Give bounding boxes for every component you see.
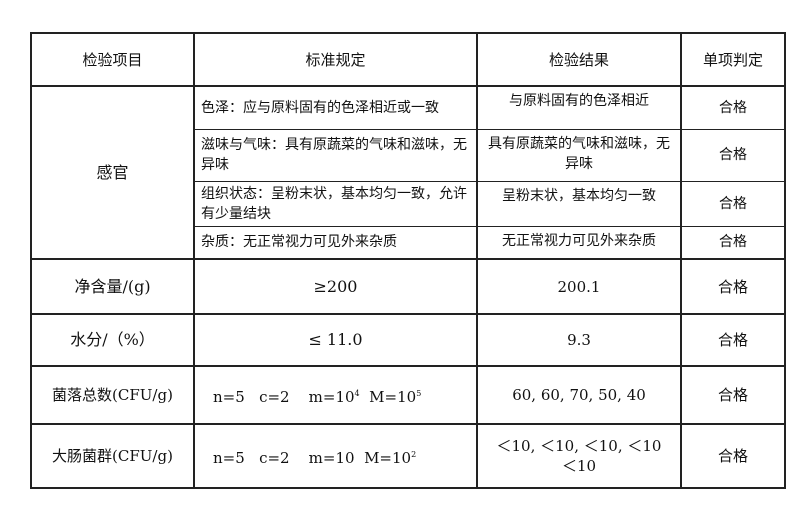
item-cell: 净含量/(g)	[30, 258, 195, 315]
standard-text: M=10	[359, 387, 417, 406]
result-cell: ＜10, ＜10, ＜10, ＜10 ＜10	[476, 423, 682, 489]
standard-cell: 杂质：无正常视力可见外来杂质	[193, 225, 478, 260]
result-cell: 60, 60, 70, 50, 40	[476, 365, 682, 425]
net-content-row: 净含量/(g) ≥200 200.1 合格	[30, 258, 786, 315]
header-standard: 标准规定	[193, 32, 478, 87]
standard-cell: 滋味与气味：具有原蔬菜的气味和滋味，无异味	[193, 128, 478, 182]
header-result: 检验结果	[476, 32, 682, 87]
standard-cell: n=5 c=2 m=104 M=105	[193, 365, 478, 425]
result-cell: 无正常视力可见外来杂质	[476, 225, 682, 260]
standard-text: n=5 c=2 m=10 M=10	[213, 448, 412, 467]
header-item: 检验项目	[30, 32, 195, 87]
exponent: 5	[416, 388, 422, 398]
judgement-cell: 合格	[680, 365, 786, 425]
judgement-cell: 合格	[680, 313, 786, 367]
judgement-cell: 合格	[680, 85, 786, 130]
standard-cell: ≥200	[193, 258, 478, 315]
standard-cell: n=5 c=2 m=10 M=102	[193, 423, 478, 489]
standard-cell: 色泽：应与原料固有的色泽相近或一致	[193, 85, 478, 130]
table-row: 感官 色泽：应与原料固有的色泽相近或一致 与原料固有的色泽相近 合格	[30, 85, 786, 260]
result-cell: 与原料固有的色泽相近	[476, 85, 682, 130]
item-cell: 菌落总数(CFU/g)	[30, 365, 195, 425]
judgement-cell: 合格	[680, 180, 786, 227]
header-row: 检验项目 标准规定 检验结果 单项判定	[30, 32, 786, 87]
standard-cell: 组织状态：呈粉末状，基本均匀一致，允许有少量结块	[193, 180, 478, 227]
standard-cell: ≤ 11.0	[193, 313, 478, 367]
table-row: 滋味与气味：具有原蔬菜的气味和滋味，无异味 具有原蔬菜的气味和滋味，无异味 合格	[31, 128, 786, 182]
judgement-cell: 合格	[680, 258, 786, 315]
result-cell: 呈粉末状，基本均匀一致	[476, 180, 682, 227]
moisture-row: 水分/（%） ≤ 11.0 9.3 合格	[30, 313, 786, 367]
judgement-cell: 合格	[680, 128, 786, 182]
result-cell: 具有原蔬菜的气味和滋味，无异味	[476, 128, 682, 182]
table-row: 杂质：无正常视力可见外来杂质 无正常视力可见外来杂质 合格	[31, 225, 786, 260]
item-cell: 大肠菌群(CFU/g)	[30, 423, 195, 489]
colony-count-row: 菌落总数(CFU/g) n=5 c=2 m=104 M=105 60, 60, …	[30, 365, 786, 425]
item-cell: 水分/（%）	[30, 313, 195, 367]
standard-text: n=5 c=2 m=10	[213, 387, 355, 406]
sensory-label: 感官	[30, 85, 195, 260]
inspection-table: 检验项目 标准规定 检验结果 单项判定 感官 色泽：应与原料固有的色泽相近或一致…	[30, 32, 786, 489]
exponent: 2	[411, 449, 417, 459]
table-row: 组织状态：呈粉末状，基本均匀一致，允许有少量结块 呈粉末状，基本均匀一致 合格	[31, 180, 786, 227]
judgement-cell: 合格	[680, 225, 786, 260]
exponent: 4	[354, 388, 360, 398]
result-cell: 200.1	[476, 258, 682, 315]
result-cell: 9.3	[476, 313, 682, 367]
coliform-row: 大肠菌群(CFU/g) n=5 c=2 m=10 M=102 ＜10, ＜10,…	[30, 423, 786, 489]
header-judgement: 单项判定	[680, 32, 786, 87]
judgement-cell: 合格	[680, 423, 786, 489]
